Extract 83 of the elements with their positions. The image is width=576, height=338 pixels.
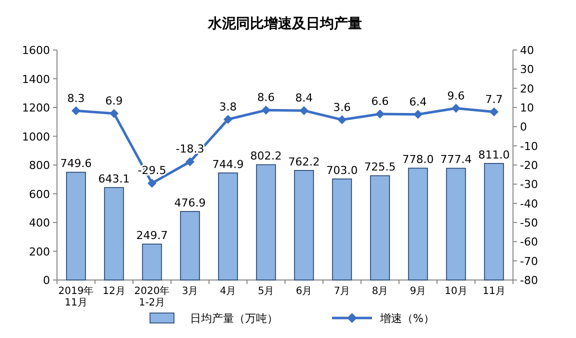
point	[452, 104, 460, 113]
y2-tick-label: -70	[520, 254, 538, 268]
bar	[408, 168, 428, 280]
data-label: 3.6	[333, 100, 351, 114]
y2-tick-label: 40	[520, 44, 534, 57]
bar	[218, 172, 238, 280]
legend-label: 日均产量（万吨）	[190, 312, 278, 325]
x-tick-label: 7月	[334, 286, 350, 297]
x-tick-label: 2019年 11月	[58, 285, 94, 308]
bar	[256, 164, 276, 280]
data-label: 6.6	[371, 95, 389, 108]
data-label: 8.4	[295, 92, 313, 105]
point	[376, 110, 384, 119]
data-label: 8.3	[67, 92, 85, 105]
y2-tick-label: 0	[520, 120, 527, 134]
point	[148, 178, 156, 188]
x-tick-label: 11月	[482, 286, 506, 297]
bar	[180, 211, 200, 280]
data-label: 703.0	[326, 164, 358, 177]
x-tick-label: 8月	[372, 286, 388, 297]
y-tick-label: 0	[43, 274, 50, 287]
y2-tick-label: 30	[520, 63, 534, 76]
bar	[484, 163, 504, 280]
y2-tick-label: -40	[520, 197, 538, 210]
data-label: 777.4	[440, 153, 472, 166]
data-label: 744.9	[212, 158, 244, 171]
x-tick-label: 5月	[258, 286, 274, 297]
data-label: 802.2	[250, 150, 282, 163]
y-tick-label: 1400	[22, 72, 50, 86]
y-tick-label: 1200	[22, 102, 50, 114]
data-label: 762.2	[288, 155, 320, 168]
data-label: 3.8	[219, 100, 237, 114]
bar	[104, 187, 124, 280]
bar	[370, 175, 390, 280]
legend-label: 增速（%）	[379, 312, 434, 325]
x-tick-label: 12月	[102, 286, 126, 297]
bar	[142, 244, 162, 280]
bar	[66, 172, 86, 280]
data-label: 476.9	[174, 196, 206, 210]
x-tick-label: 4月	[220, 286, 236, 297]
data-label: 6.4	[409, 95, 427, 108]
y2-tick-label: 20	[520, 82, 534, 96]
x-tick-label: 6月	[296, 286, 312, 297]
y2-tick-label: -20	[520, 159, 538, 172]
point	[110, 108, 118, 118]
y-tick-label: 800	[29, 159, 50, 172]
point	[72, 106, 80, 116]
point	[490, 107, 498, 116]
y2-tick-label: -30	[520, 178, 538, 192]
point	[262, 106, 270, 115]
y2-tick-label: -80	[520, 274, 538, 287]
x-tick-label: 3月	[182, 286, 198, 297]
data-label: 7.7	[485, 92, 503, 106]
point	[300, 106, 308, 116]
y2-tick-label: -50	[520, 216, 538, 230]
y2-tick-label: 10	[520, 102, 534, 114]
bar	[446, 168, 466, 280]
data-label: 8.6	[257, 91, 275, 104]
x-tick-label: 9月	[410, 286, 426, 297]
data-label: 249.7	[136, 229, 168, 242]
y-tick-label: 1000	[22, 130, 50, 144]
data-label: 811.0	[478, 148, 510, 162]
bar	[332, 178, 352, 280]
point	[186, 157, 194, 166]
point	[338, 115, 346, 124]
y-tick-label: 400	[29, 216, 50, 230]
y-tick-label: 200	[29, 245, 50, 258]
point	[414, 110, 422, 119]
point	[224, 114, 232, 124]
x-tick-label: 10月	[444, 286, 468, 297]
data-label: 6.9	[105, 94, 123, 108]
y-tick-label: 600	[29, 188, 50, 201]
chart-title: 水泥同比增速及日均产量	[207, 15, 362, 32]
y-tick-label: 1600	[22, 44, 50, 57]
bar	[294, 170, 314, 280]
x-tick-label: 2020年 1-2月	[134, 285, 170, 308]
y2-tick-label: -60	[520, 236, 538, 249]
y2-tick-label: -10	[520, 140, 538, 153]
data-label: 9.6	[447, 89, 465, 102]
data-label: 643.1	[98, 172, 130, 186]
data-label: 725.5	[364, 160, 396, 174]
data-label: 749.6	[60, 157, 92, 170]
data-label: 778.0	[402, 153, 434, 166]
